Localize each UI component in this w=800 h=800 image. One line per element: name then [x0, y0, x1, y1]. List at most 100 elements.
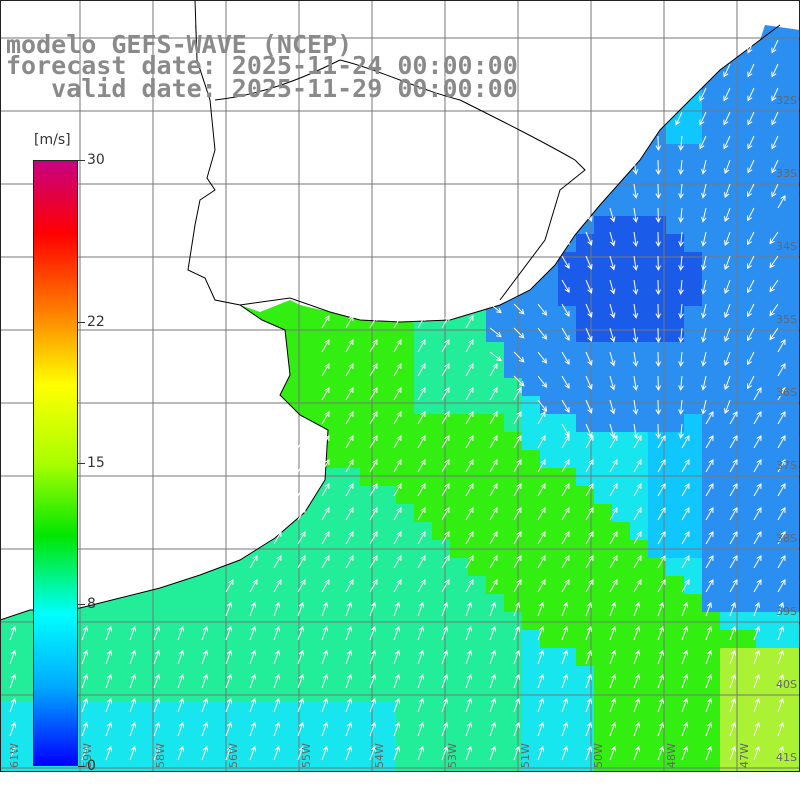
wind-speed-cell — [792, 558, 800, 577]
wind-arrow — [297, 673, 305, 689]
wind-arrow — [723, 351, 731, 367]
wind-speed-cell — [306, 306, 325, 325]
wind-arrow — [273, 745, 281, 761]
wind-arrow — [393, 362, 402, 377]
wind-arrow — [153, 721, 161, 737]
wind-speed-cell — [594, 702, 613, 721]
wind-arrow — [489, 673, 497, 689]
wind-speed-cell — [684, 558, 703, 577]
colorbar-label: 22 — [87, 313, 105, 330]
wind-speed-cell — [486, 630, 505, 649]
wind-speed-cell — [324, 594, 343, 613]
wind-speed-cell — [504, 432, 523, 451]
wind-arrow — [678, 183, 684, 199]
wind-arrow — [393, 458, 402, 473]
wind-speed-cell — [486, 396, 505, 415]
wind-speed-cell — [756, 126, 775, 145]
wind-speed-cell — [468, 450, 487, 469]
wind-speed-cell — [756, 306, 775, 325]
wind-speed-cell — [360, 720, 379, 739]
wind-speed-cell — [774, 180, 793, 199]
wind-speed-cell — [270, 756, 289, 772]
colorbar-tick — [78, 321, 85, 323]
wind-speed-cell — [774, 666, 793, 685]
wind-speed-cell — [756, 396, 775, 415]
wind-speed-cell — [432, 450, 451, 469]
wind-arrow — [297, 530, 306, 545]
wind-arrow — [561, 279, 570, 293]
wind-speed-cell — [612, 252, 631, 271]
wind-arrow — [561, 207, 570, 221]
wind-speed-cell — [792, 234, 800, 253]
wind-speed-cell — [324, 522, 343, 541]
wind-arrow — [441, 506, 450, 521]
wind-speed-cell — [702, 90, 721, 109]
wind-speed-cell — [342, 450, 361, 469]
wind-vectors — [9, 39, 786, 761]
wind-speed-cell — [450, 342, 469, 361]
wind-speed-cell — [486, 684, 505, 703]
wind-speed-cell — [630, 666, 649, 685]
wind-arrow — [393, 673, 401, 689]
wind-arrow — [561, 721, 569, 737]
wind-arrow — [489, 410, 498, 425]
wind-arrow — [513, 625, 521, 641]
wind-speed-cell — [576, 522, 595, 541]
wind-arrow — [561, 231, 570, 245]
wind-arrow — [513, 434, 522, 449]
wind-arrow — [369, 314, 378, 329]
wind-speed-cell — [504, 702, 523, 721]
wind-arrow — [609, 506, 618, 521]
wind-speed-cell — [432, 702, 451, 721]
wind-speed-cell — [792, 162, 800, 181]
wind-speed-cell — [612, 648, 631, 667]
wind-speed-cell — [540, 414, 559, 433]
wind-arrow — [441, 697, 449, 713]
wind-speed-cell — [648, 432, 667, 451]
wind-speed-cell — [378, 414, 397, 433]
wind-speed-cell — [792, 648, 800, 667]
wind-arrow — [513, 721, 521, 737]
wind-arrow — [489, 482, 498, 497]
wind-speed-cell — [468, 396, 487, 415]
wind-speed-cell — [648, 180, 667, 199]
wind-speed-cell — [684, 720, 703, 739]
wind-arrow — [633, 554, 642, 569]
wind-speed-cell — [774, 576, 793, 595]
wind-speed-cell — [306, 738, 325, 757]
wind-speed-cell — [396, 468, 415, 487]
wind-arrow — [441, 314, 450, 329]
wind-arrow — [273, 721, 281, 737]
wind-arrow — [777, 338, 786, 353]
wind-speed-cell — [576, 594, 595, 613]
wind-arrow — [657, 554, 666, 569]
wind-arrow — [657, 601, 665, 617]
wind-speed-cell — [576, 684, 595, 703]
wind-speed-cell — [414, 576, 433, 595]
wind-speed-cell — [666, 486, 685, 505]
wind-arrow — [699, 111, 707, 126]
wind-arrow — [769, 231, 779, 245]
wind-arrow — [441, 601, 449, 617]
wind-arrow — [681, 721, 689, 737]
wind-speed-cell — [630, 558, 649, 577]
longitude-label: 55W — [300, 743, 313, 768]
wind-speed-cell — [720, 630, 739, 649]
wind-speed-cell — [594, 270, 613, 289]
wind-arrow — [297, 745, 305, 761]
wind-arrow — [393, 530, 402, 545]
wind-arrow — [657, 649, 665, 665]
wind-speed-cell — [18, 720, 37, 739]
wind-arrow — [321, 554, 330, 569]
wind-arrow — [441, 434, 450, 449]
wind-arrow — [129, 745, 137, 761]
wind-arrow — [513, 303, 525, 315]
wind-arrow — [777, 554, 786, 569]
wind-arrow — [273, 482, 282, 497]
wind-arrow — [177, 721, 185, 737]
wind-arrow — [105, 745, 113, 761]
wind-speed-cell — [0, 684, 19, 703]
wind-speed-cell — [576, 576, 595, 595]
wind-speed-cell — [702, 594, 721, 613]
wind-speed-cell — [666, 324, 685, 343]
